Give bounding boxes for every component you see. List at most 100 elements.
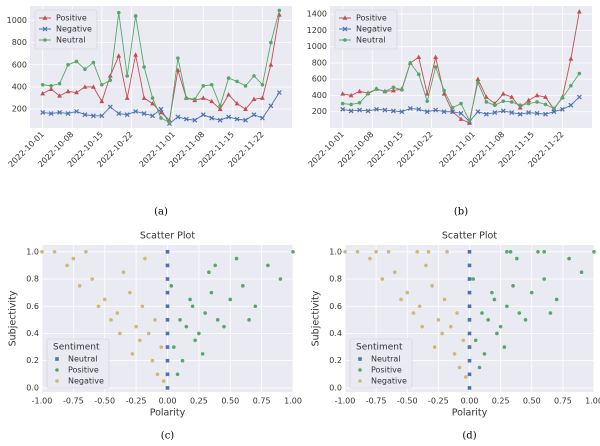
marker <box>252 74 256 78</box>
marker <box>165 372 170 377</box>
marker <box>500 108 506 114</box>
marker <box>471 277 476 281</box>
marker <box>184 324 189 329</box>
marker <box>542 250 546 254</box>
marker <box>445 250 449 254</box>
legend-label: Positive <box>68 366 99 375</box>
marker <box>213 263 217 268</box>
marker <box>146 331 151 336</box>
marker <box>340 91 346 96</box>
marker <box>567 256 571 261</box>
y-tick-label: 0.0 <box>26 383 39 392</box>
caption: (d) <box>462 431 476 442</box>
marker <box>576 94 582 100</box>
marker <box>251 96 257 101</box>
marker <box>483 94 489 99</box>
x-tick-label: -0.50 <box>397 397 418 406</box>
marker <box>492 297 497 302</box>
marker <box>436 318 441 322</box>
marker <box>467 120 472 125</box>
legend-label: Negative <box>56 25 92 34</box>
marker <box>200 352 205 356</box>
caption: (c) <box>161 431 175 442</box>
marker <box>133 108 139 114</box>
marker <box>400 87 404 92</box>
marker <box>278 277 283 281</box>
legend-title: Sentiment <box>53 343 100 353</box>
legend-marker <box>358 357 362 361</box>
y-tick-label: 1.0 <box>26 247 39 256</box>
marker <box>368 256 372 261</box>
legend-label: Positive <box>56 14 87 23</box>
marker <box>543 102 548 107</box>
marker <box>501 99 506 103</box>
x-tick-label: -1.00 <box>335 397 356 406</box>
marker <box>217 117 223 123</box>
legend-label: Neutral <box>356 36 386 45</box>
marker <box>365 108 371 114</box>
marker <box>234 116 240 122</box>
marker <box>380 277 385 281</box>
marker <box>268 62 274 67</box>
legend-marker <box>342 26 348 32</box>
marker <box>235 79 239 84</box>
x-tick-label: 0.25 <box>492 397 510 406</box>
marker <box>458 110 464 116</box>
y-tick-label: 1000 <box>307 42 327 51</box>
y-tick-label: 400 <box>12 82 27 91</box>
marker <box>77 284 82 288</box>
marker <box>184 96 189 100</box>
marker <box>251 112 257 118</box>
marker <box>234 256 239 261</box>
marker <box>433 54 439 60</box>
marker <box>357 107 363 113</box>
marker <box>169 284 174 288</box>
marker <box>276 90 282 95</box>
marker <box>492 110 498 115</box>
marker <box>592 250 596 254</box>
marker <box>417 304 422 309</box>
marker <box>155 372 160 377</box>
y-tick-label: 600 <box>312 75 327 84</box>
y-tick-label: 0.8 <box>26 275 39 284</box>
marker <box>340 106 346 112</box>
marker <box>399 109 405 115</box>
marker <box>440 331 444 336</box>
marker <box>259 115 265 121</box>
marker <box>523 318 528 322</box>
marker <box>343 250 347 254</box>
marker <box>197 331 201 336</box>
marker <box>226 92 232 97</box>
marker <box>517 111 523 117</box>
marker <box>207 270 211 275</box>
marker <box>243 84 248 88</box>
marker <box>116 10 121 15</box>
marker <box>390 108 396 114</box>
chart-title: Scatter Plot <box>442 231 497 242</box>
marker <box>266 263 270 268</box>
marker <box>473 338 478 343</box>
marker <box>243 117 248 123</box>
marker <box>411 311 416 315</box>
marker <box>560 96 565 100</box>
marker <box>277 8 282 13</box>
legend-label: Positive <box>371 366 402 375</box>
marker <box>90 84 96 89</box>
marker <box>509 94 515 99</box>
marker <box>374 106 379 112</box>
marker <box>165 345 170 349</box>
marker <box>480 311 484 315</box>
marker <box>71 256 76 261</box>
marker <box>383 89 387 94</box>
marker <box>215 318 220 322</box>
marker <box>502 345 507 349</box>
marker <box>463 375 468 379</box>
marker <box>405 290 410 295</box>
legend-label: Neutral <box>371 355 401 364</box>
marker <box>355 250 360 254</box>
marker <box>209 82 214 87</box>
marker <box>382 107 388 113</box>
marker <box>65 88 71 94</box>
legend-title: Sentiment <box>356 343 403 353</box>
marker <box>498 324 503 329</box>
